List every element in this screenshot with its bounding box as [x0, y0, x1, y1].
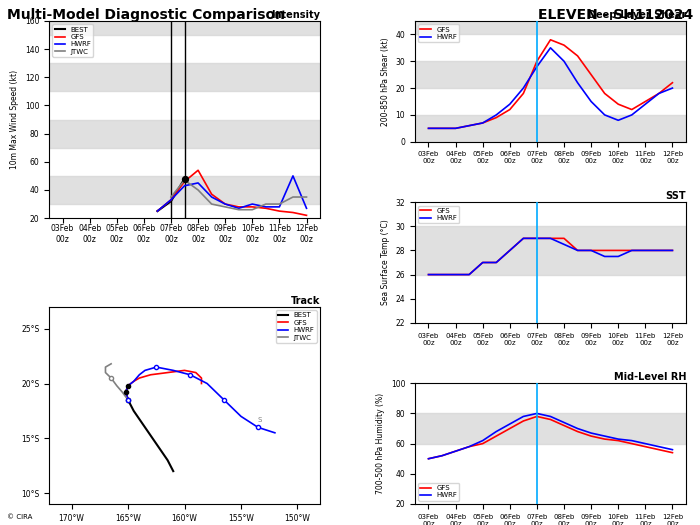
Legend: GFS, HWRF: GFS, HWRF	[419, 483, 459, 500]
Text: Intensity: Intensity	[271, 10, 320, 20]
Legend: GFS, HWRF: GFS, HWRF	[419, 206, 459, 223]
Bar	[415, 61, 686, 88]
Bar	[415, 7, 686, 35]
Text: Deep-Layer Shear: Deep-Layer Shear	[588, 10, 686, 20]
Text: Multi-Model Diagnostic Comparison: Multi-Model Diagnostic Comparison	[7, 8, 285, 22]
Bar	[415, 226, 686, 275]
Bar	[49, 176, 320, 204]
Legend: BEST, GFS, HWRF, JTWC: BEST, GFS, HWRF, JTWC	[52, 25, 94, 57]
Text: SST: SST	[666, 191, 686, 202]
Bar	[49, 120, 320, 148]
Y-axis label: 200-850 hPa Shear (kt): 200-850 hPa Shear (kt)	[381, 37, 390, 125]
Bar	[49, 63, 320, 91]
Text: ELEVEN - SH112024: ELEVEN - SH112024	[538, 8, 693, 22]
Bar	[49, 7, 320, 35]
Text: S: S	[258, 417, 262, 423]
Text: © CIRA: © CIRA	[7, 514, 32, 520]
Y-axis label: 700-500 hPa Humidity (%): 700-500 hPa Humidity (%)	[376, 393, 385, 494]
Text: Mid-Level RH: Mid-Level RH	[613, 372, 686, 383]
Bar	[415, 413, 686, 444]
Y-axis label: Sea Surface Temp (°C): Sea Surface Temp (°C)	[381, 219, 390, 306]
Text: Track: Track	[290, 296, 320, 306]
Bar	[415, 115, 686, 142]
Legend: BEST, GFS, HWRF, JTWC: BEST, GFS, HWRF, JTWC	[276, 310, 316, 343]
Point	[179, 174, 190, 183]
Legend: GFS, HWRF: GFS, HWRF	[419, 25, 459, 42]
Y-axis label: 10m Max Wind Speed (kt): 10m Max Wind Speed (kt)	[10, 70, 19, 169]
